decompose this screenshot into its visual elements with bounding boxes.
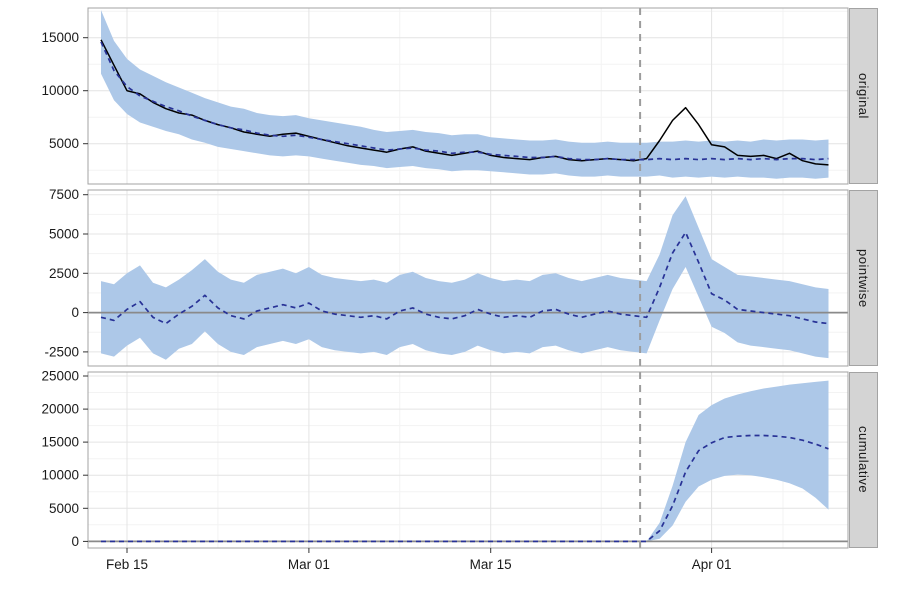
facet-strip-original: original [849, 8, 878, 184]
facet-strip-pointwise: pointwise [849, 190, 878, 366]
y-tick-label: 0 [71, 534, 79, 549]
y-tick-label: 2500 [49, 266, 79, 281]
strip-label-cumulative: cumulative [856, 426, 871, 494]
y-tick-label: 25000 [41, 369, 79, 384]
panel-border-cumulative [87, 371, 849, 549]
x-tick-label: Apr 01 [692, 557, 732, 572]
panel-border-original [87, 7, 849, 185]
confidence-band-cumulative [101, 380, 829, 542]
y-tick-label: 15000 [41, 30, 79, 45]
y-tick-label: 5000 [49, 136, 79, 151]
strip-label-original: original [856, 73, 871, 119]
y-tick-label: 10000 [41, 468, 79, 483]
y-tick-label: -2500 [44, 344, 79, 359]
x-tick-label: Mar 15 [470, 557, 512, 572]
y-tick-label: 0 [71, 305, 79, 320]
confidence-band-pointwise [101, 196, 829, 360]
prediction-line [100, 41, 829, 161]
facet-strip-cumulative: cumulative [849, 372, 878, 548]
y-tick-label: 7500 [49, 187, 79, 202]
y-tick-label: 20000 [41, 402, 79, 417]
pointwise-effect-line [100, 231, 829, 325]
x-tick-label: Feb 15 [106, 557, 148, 572]
cumulative-effect-line [101, 434, 829, 543]
y-tick-label: 5000 [49, 227, 79, 242]
x-tick-label: Mar 01 [288, 557, 330, 572]
y-tick-label: 5000 [49, 501, 79, 516]
strip-label-pointwise: pointwise [856, 248, 871, 308]
panel-border-pointwise [87, 189, 849, 367]
y-tick-label: 15000 [41, 435, 79, 450]
y-tick-label: 10000 [41, 83, 79, 98]
